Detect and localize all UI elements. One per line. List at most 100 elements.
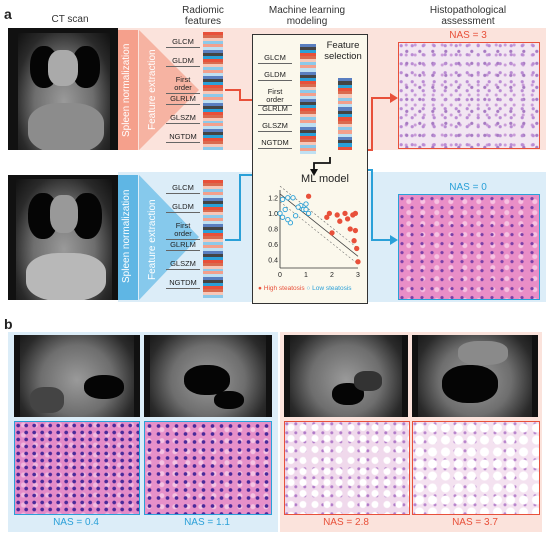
high-steatosis-point [347,226,353,232]
barcode-stripe [300,111,316,115]
feature-label-bottom-0: GLCM [166,184,200,194]
barcode-stripe [203,37,223,42]
barcode-stripe [300,68,316,72]
barcode-stripe [203,262,223,266]
legend-high-marker: ● [258,285,262,292]
barcode-stripe [203,105,223,110]
histo-header: Histopathological assessment [429,5,507,27]
x-tick-label: 2 [330,272,334,279]
barcode-stripe [338,94,352,99]
barcode-stripe [203,268,223,272]
barcode-stripe [203,233,223,237]
barcode-stripe [338,120,352,125]
barcode-stripe [203,206,223,210]
high-steatosis-point [305,193,312,199]
y-tick-label: 1.2 [268,195,278,202]
barcode-stripe [300,129,316,133]
barcode-stripe [300,89,316,94]
barcode-stripe [203,52,223,56]
barcode-stripe [203,34,223,39]
barcode-stripe [338,110,352,115]
nas-bottom: NAS = 0 [449,182,487,193]
barcode-stripe [300,102,316,106]
barcode-stripe [338,114,352,118]
low-steatosis-point [290,195,296,201]
fit-line [279,193,359,257]
x-tick-label: 1 [304,272,308,279]
ml-down-arrow [310,157,331,176]
nas-top: NAS = 3 [449,30,487,41]
high-steatosis-point [329,230,335,236]
barcode-stripe [203,120,223,124]
ml-model-label: ML model [301,173,349,185]
ml-feature-label-2: First order [258,88,292,106]
barcode-stripe [300,132,316,137]
barcode-stripe [338,107,352,112]
high-steatosis-point [352,227,359,234]
high-steatosis-point [352,210,359,217]
feature-label-top-2: First order [166,76,200,94]
barcode-stripe [203,73,223,77]
x-tick-label: 0 [278,272,282,279]
low-steatosis-point [292,213,299,219]
barcode-stripe [300,126,316,130]
barcode-stripe [203,292,223,296]
high-steatosis-point [334,212,340,218]
barcode-stripe [203,185,223,190]
spleen-norm-bottom [118,175,138,300]
barcode-stripe [300,147,316,152]
barcode-stripe [300,56,316,60]
feature-label-bottom-1: GLDM [166,203,200,213]
barcode-stripe [203,280,223,284]
barcode-stripe [338,91,352,95]
legend-low-marker: ○ [306,285,311,292]
barcode-stripe [203,96,223,101]
ct-b1 [14,335,140,417]
y-tick-label: 0.6 [268,242,278,249]
high-steatosis-point [324,214,330,220]
ct-b4 [412,335,538,417]
barcode-stripe [203,295,223,299]
barcode-stripe [203,265,223,269]
barcode-stripe [203,135,223,139]
barcode-stripe [203,197,223,202]
panel-b-label: b [4,316,13,332]
low-steatosis-point [305,210,312,217]
ml-feature-label-3: GLRLM [258,105,292,115]
nas-b2: NAS = 1.1 [184,517,230,528]
barcode-stripe [338,100,352,105]
high-steatosis-point [354,245,360,252]
barcode-stripe [203,114,223,118]
barcode-stripe [203,247,223,252]
barcode-stripe [203,49,223,54]
barcode-stripe [338,78,352,82]
barcode-stripe [300,83,316,88]
barcode-stripe [203,215,223,219]
barcode-stripe [300,71,316,75]
feature-label-top-5: NGTDM [166,133,200,143]
barcode-stripe [203,256,223,261]
barcode-stripe [203,147,223,151]
ml-feature-label-5: NGTDM [258,139,292,149]
feature-label-top-4: GLSZM [166,114,200,124]
y-tick-label: 0.4 [268,258,278,265]
barcode-stripe [203,88,223,92]
barcode-stripe [300,117,316,121]
connectors [225,89,398,245]
barcode-stripe [203,180,223,184]
barcode-stripe [203,286,223,290]
barcode-stripe [203,138,223,142]
barcode-stripe [203,277,223,281]
legend-low-label: Low steatosis [312,285,352,292]
barcode-stripe [203,259,223,263]
barcode-stripe [300,108,316,112]
ml-scatter-plot: 0 1 2 3 0.4 0.6 0.8 1.0 1.2 [268,186,361,279]
high-steatosis-point [355,259,361,265]
barcode-stripe [300,47,316,51]
barcode-stripe [203,46,223,51]
barcode-stripe [338,87,352,92]
barcode-stripe [300,99,316,103]
barcode-stripe [203,221,223,225]
barcode-stripe [203,244,223,249]
barcode-stripe [203,241,223,246]
